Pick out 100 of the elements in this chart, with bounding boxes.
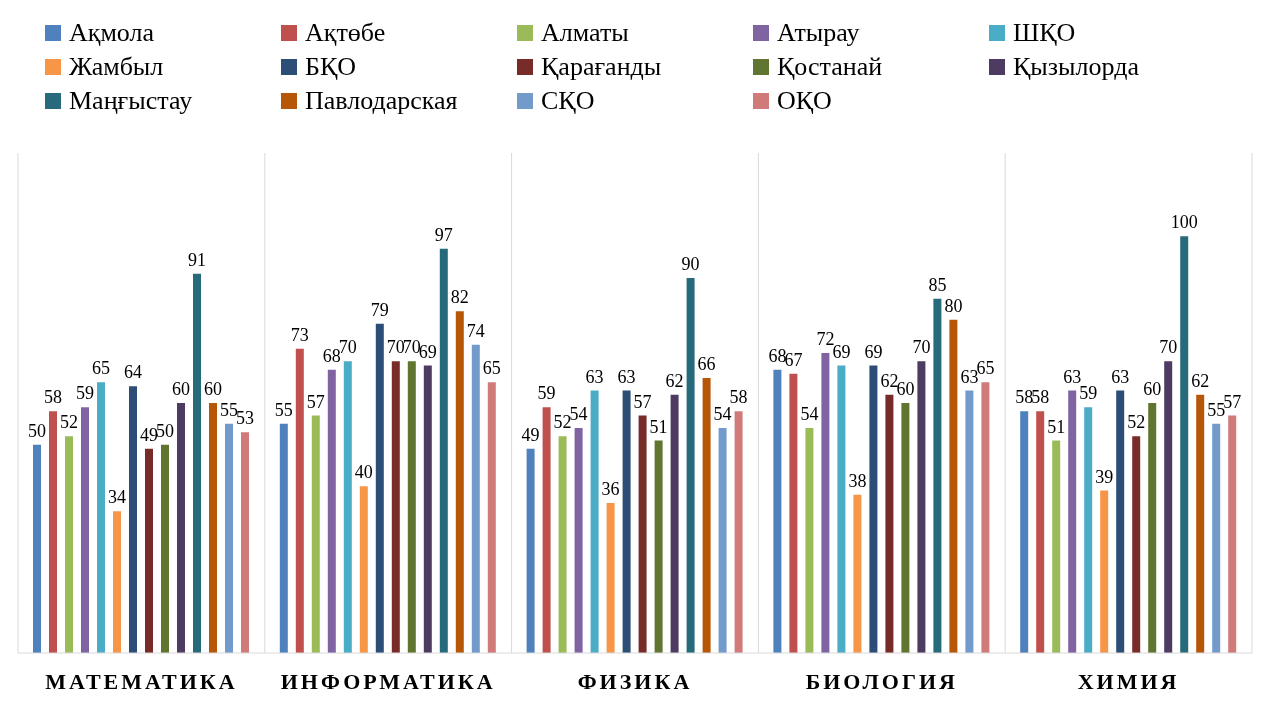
bar <box>423 365 432 653</box>
bar <box>574 428 583 653</box>
bar <box>853 494 862 653</box>
bar <box>1212 423 1221 653</box>
bar <box>343 361 352 653</box>
bar <box>734 411 743 653</box>
bar <box>1052 440 1061 653</box>
x-tick-label: ФИЗИКА <box>577 668 693 694</box>
bar <box>638 415 647 653</box>
bar <box>1068 390 1077 653</box>
data-label: 60 <box>172 379 190 399</box>
bar <box>869 365 878 653</box>
bar <box>279 423 288 653</box>
data-label: 97 <box>434 224 453 245</box>
legend-label: ШҚО <box>1013 18 1076 48</box>
data-label: 58 <box>1015 387 1034 408</box>
bar <box>558 436 567 653</box>
data-label: 54 <box>713 404 732 424</box>
bar <box>65 436 73 653</box>
data-label: 51 <box>649 416 668 437</box>
bar <box>901 403 910 653</box>
bar <box>1164 361 1173 653</box>
bar <box>773 369 782 653</box>
bar <box>622 390 631 653</box>
data-label: 34 <box>108 487 126 508</box>
data-label: 82 <box>450 287 469 308</box>
data-label: 52 <box>553 412 572 433</box>
data-label: 52 <box>60 412 78 433</box>
data-label: 66 <box>697 354 716 374</box>
data-label: 55 <box>220 399 238 420</box>
bar <box>789 373 798 653</box>
bar <box>837 365 846 653</box>
bar <box>542 407 551 653</box>
data-label: 69 <box>864 341 883 362</box>
bar <box>1132 436 1141 653</box>
legend-label: Жамбыл <box>69 52 164 82</box>
data-label: 40 <box>354 462 373 483</box>
data-label: 80 <box>944 295 963 316</box>
bar <box>702 378 711 653</box>
data-label: 60 <box>1143 379 1162 399</box>
bar <box>81 407 89 653</box>
bar <box>487 382 496 653</box>
legend-label: БҚО <box>305 52 357 82</box>
bar <box>375 323 384 653</box>
data-label: 49 <box>140 424 158 445</box>
data-label: 59 <box>76 383 94 404</box>
data-label: 38 <box>848 470 867 491</box>
bar <box>1036 411 1045 653</box>
legend-label: Қарағанды <box>541 52 662 82</box>
bar <box>241 432 249 653</box>
data-label: 85 <box>928 274 947 295</box>
data-label: 79 <box>370 299 389 320</box>
data-label: 58 <box>44 387 62 408</box>
data-label: 63 <box>1063 366 1082 387</box>
data-label: 70 <box>1159 337 1178 358</box>
data-label: 58 <box>729 387 748 408</box>
data-label: 100 <box>1170 212 1198 233</box>
data-label: 57 <box>633 391 652 412</box>
data-label: 52 <box>1127 412 1146 433</box>
bar <box>113 511 121 653</box>
bar <box>327 369 336 653</box>
bar <box>670 394 679 653</box>
data-label: 51 <box>1047 416 1066 437</box>
bar <box>407 361 416 653</box>
bar <box>917 361 926 653</box>
data-label: 65 <box>92 358 110 379</box>
x-tick-label: ХИМИЯ <box>1077 668 1180 694</box>
bar <box>33 444 41 653</box>
data-label: 60 <box>204 379 222 399</box>
legend-label: Павлодарская <box>305 86 458 116</box>
legend-label: Маңғыстау <box>69 86 193 116</box>
data-label: 70 <box>912 337 931 358</box>
data-label: 54 <box>800 404 819 424</box>
data-label: 70 <box>386 337 405 358</box>
legend-label: Қызылорда <box>1013 52 1139 82</box>
data-label: 73 <box>290 324 309 345</box>
legend-label: Ақтөбе <box>305 18 386 48</box>
data-label: 49 <box>521 424 540 445</box>
data-label: 59 <box>1079 383 1098 404</box>
bar <box>1148 403 1157 653</box>
bar <box>1084 407 1093 653</box>
legend-label: Ақмола <box>69 18 155 48</box>
data-label: 63 <box>585 366 604 387</box>
data-label: 36 <box>601 479 620 499</box>
legend-label: СҚО <box>541 86 595 116</box>
bar <box>145 448 153 653</box>
bar <box>590 390 599 653</box>
data-label: 62 <box>665 370 684 391</box>
bar <box>933 298 942 653</box>
data-label: 50 <box>28 420 46 441</box>
bar <box>949 319 958 653</box>
bar <box>193 273 201 653</box>
bar <box>686 278 695 653</box>
bar <box>1180 236 1189 653</box>
bar <box>1196 394 1205 653</box>
data-label: 60 <box>896 379 915 399</box>
bar <box>526 448 535 653</box>
data-label: 39 <box>1095 466 1114 487</box>
data-label: 65 <box>482 358 501 379</box>
bar <box>391 361 400 653</box>
